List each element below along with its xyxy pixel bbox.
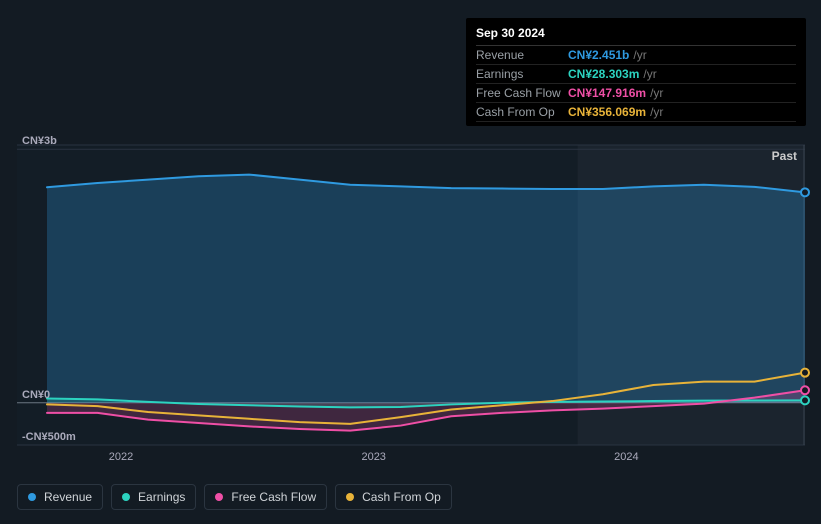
tooltip-metric-value: CN¥356.069m <box>568 105 646 119</box>
y-axis-label: CN¥0 <box>22 389 50 401</box>
legend-dot-icon <box>122 493 130 501</box>
tooltip-metric-label: Earnings <box>476 67 568 81</box>
legend-label: Free Cash Flow <box>231 490 316 504</box>
tooltip-row: Free Cash FlowCN¥147.916m/yr <box>476 84 796 103</box>
legend-label: Earnings <box>138 490 185 504</box>
tooltip-row: EarningsCN¥28.303m/yr <box>476 65 796 84</box>
legend-label: Cash From Op <box>362 490 441 504</box>
tooltip-date: Sep 30 2024 <box>476 24 796 46</box>
tooltip-metric-label: Free Cash Flow <box>476 86 568 100</box>
legend-item-cash-from-op[interactable]: Cash From Op <box>335 484 452 510</box>
past-badge: Past <box>772 149 797 163</box>
tooltip-metric-value: CN¥147.916m <box>568 86 646 100</box>
legend-item-earnings[interactable]: Earnings <box>111 484 196 510</box>
tooltip-metric-value: CN¥28.303m <box>568 67 639 81</box>
legend-dot-icon <box>28 493 36 501</box>
x-axis-label: 2024 <box>614 451 638 463</box>
x-axis-label: 2023 <box>361 451 385 463</box>
tooltip-metric-label: Cash From Op <box>476 105 568 119</box>
legend-label: Revenue <box>44 490 92 504</box>
tooltip-unit: /yr <box>650 105 663 119</box>
legend-item-revenue[interactable]: Revenue <box>17 484 103 510</box>
data-tooltip: Sep 30 2024 RevenueCN¥2.451b/yrEarningsC… <box>466 18 806 126</box>
tooltip-unit: /yr <box>643 67 656 81</box>
legend-dot-icon <box>346 493 354 501</box>
x-axis-label: 2022 <box>109 451 133 463</box>
tooltip-metric-label: Revenue <box>476 48 568 62</box>
tooltip-row: RevenueCN¥2.451b/yr <box>476 46 796 65</box>
y-axis-label: CN¥3b <box>22 135 57 147</box>
legend-dot-icon <box>215 493 223 501</box>
chart-legend: Revenue Earnings Free Cash Flow Cash From O… <box>17 484 452 510</box>
tooltip-row: Cash From OpCN¥356.069m/yr <box>476 103 796 122</box>
tooltip-unit: /yr <box>650 86 663 100</box>
tooltip-metric-value: CN¥2.451b <box>568 48 629 62</box>
legend-item-free-cash-flow[interactable]: Free Cash Flow <box>204 484 327 510</box>
tooltip-unit: /yr <box>633 48 646 62</box>
y-axis-label: -CN¥500m <box>22 431 76 443</box>
